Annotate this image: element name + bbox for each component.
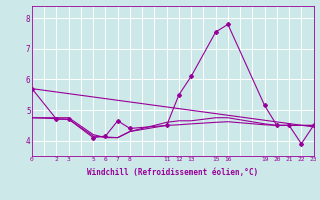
X-axis label: Windchill (Refroidissement éolien,°C): Windchill (Refroidissement éolien,°C): [87, 168, 258, 177]
